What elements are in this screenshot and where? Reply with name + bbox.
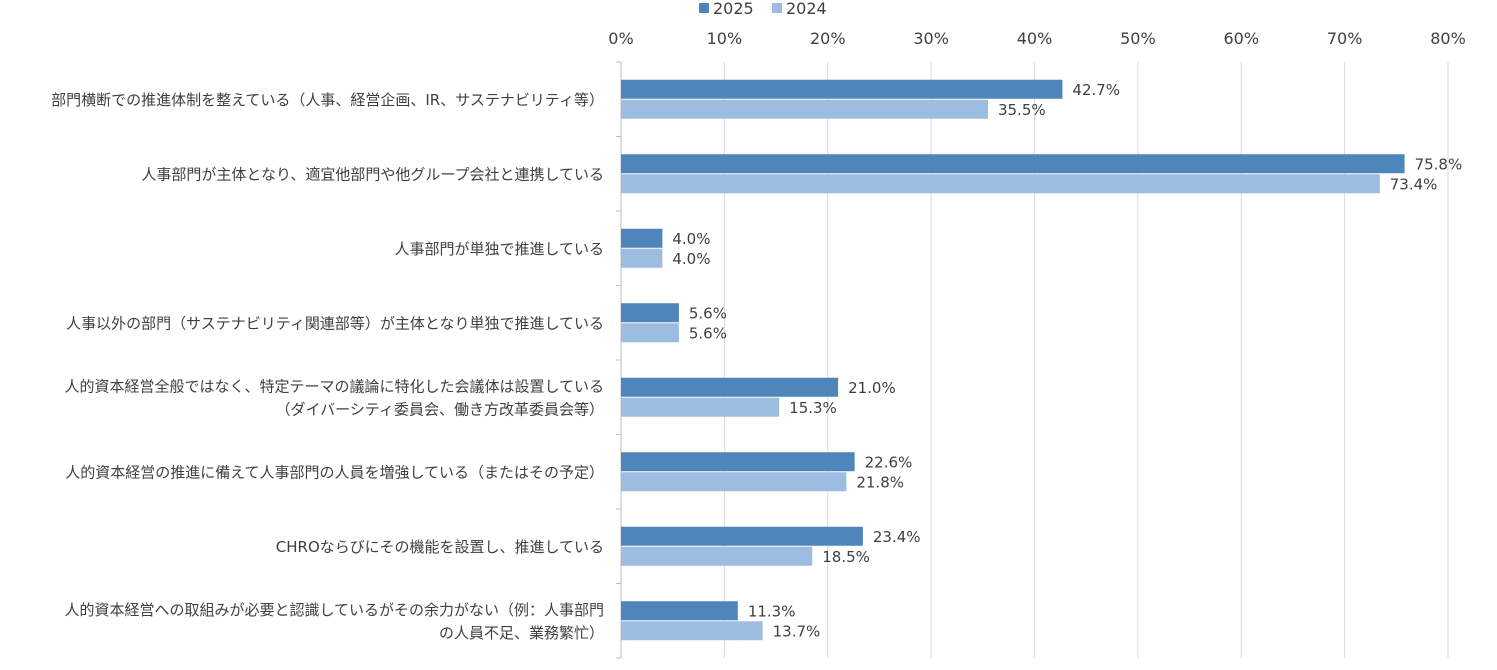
tick-label: 70% <box>1327 29 1363 48</box>
category-label: 人事部門が単独で推進している <box>394 240 604 258</box>
bar-2025 <box>621 601 738 621</box>
bar-2024 <box>621 397 780 417</box>
bar-2024 <box>621 621 763 641</box>
category-label: 部門横断での推進体制を整えている（人事、経営企画、IR、サステナビリティ等） <box>51 91 604 109</box>
bars: 42.7% 35.5% 75.8% 73.4% 4.0% 4.0% 5.6% 5.6% 21.0… <box>621 79 1463 641</box>
bar-2024 <box>621 248 663 268</box>
gridlines <box>723 62 1449 658</box>
tick-label: 80% <box>1430 29 1466 48</box>
bar-2025 <box>621 79 1063 99</box>
data-label: 75.8% <box>1415 155 1463 173</box>
data-label: 35.5% <box>998 101 1046 119</box>
bar-2024 <box>621 174 1380 194</box>
data-label: 23.4% <box>873 528 921 546</box>
legend-swatch <box>772 3 782 13</box>
bar-2025 <box>621 377 839 397</box>
data-label: 4.0% <box>672 230 710 248</box>
tick-label: 40% <box>1017 29 1053 48</box>
tick-label: 60% <box>1223 29 1259 48</box>
category-label: 人事以外の部門（サステナビリティ関連部等）が主体となり単独で推進している <box>66 314 604 332</box>
data-label: 18.5% <box>822 548 870 566</box>
data-label: 42.7% <box>1072 81 1120 99</box>
data-label: 21.0% <box>848 379 896 397</box>
bar-2024 <box>621 323 679 343</box>
legend-label: 2025 <box>713 0 754 18</box>
category-label: 人事部門が主体となり、適宜他部門や他グループ会社と連携している <box>141 165 604 183</box>
data-label: 21.8% <box>856 473 904 491</box>
category-axis <box>616 61 622 659</box>
bar-2024 <box>621 546 813 566</box>
category-label: 人的資本経営全般ではなく、特定テーマの議論に特化した会議体は設置している（ダイバ… <box>64 377 604 418</box>
tick-label: 50% <box>1120 29 1156 48</box>
bar-2025 <box>621 303 679 323</box>
tick-label: 20% <box>810 29 846 48</box>
tick-label: 0% <box>608 29 633 48</box>
legend: 2025 2024 <box>699 0 827 18</box>
category-label: CHROならびにその機能を設置し、推進している <box>276 538 604 556</box>
tick-label: 10% <box>707 29 743 48</box>
legend-label: 2024 <box>786 0 827 18</box>
value-axis-tick-labels: 0% 10% 20% 30% 40% 50% 60% 70% 80% <box>608 29 1465 48</box>
category-label: 人的資本経営への取組みが必要と認識しているがその余力がない（例：人事部門の人員不… <box>64 601 604 642</box>
data-label: 5.6% <box>689 304 727 322</box>
data-label: 15.3% <box>789 399 837 417</box>
bar-2025 <box>621 452 855 472</box>
bar-2025 <box>621 228 663 248</box>
data-label: 4.0% <box>672 250 710 268</box>
bar-2024 <box>621 472 847 492</box>
data-label: 22.6% <box>865 453 913 471</box>
legend-swatch <box>699 3 709 13</box>
tick-label: 30% <box>913 29 949 48</box>
category-labels: 部門横断での推進体制を整えている（人事、経営企画、IR、サステナビリティ等） 人事… <box>51 91 604 642</box>
data-label: 5.6% <box>689 324 727 342</box>
data-label: 13.7% <box>773 622 821 640</box>
bar-2025 <box>621 154 1405 174</box>
bar-2025 <box>621 526 863 546</box>
category-label: 人的資本経営の推進に備えて人事部門の人員を増強している（またはその予定） <box>65 463 604 481</box>
data-label: 11.3% <box>748 602 796 620</box>
bar-2024 <box>621 99 988 119</box>
data-label: 73.4% <box>1390 175 1438 193</box>
